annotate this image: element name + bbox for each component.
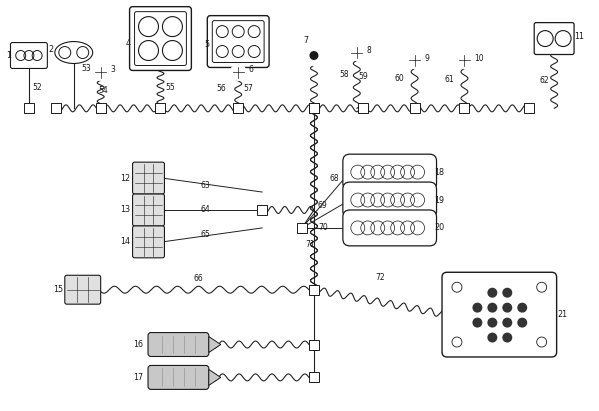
Text: 5: 5 xyxy=(204,40,209,49)
Circle shape xyxy=(488,302,497,313)
Text: 60: 60 xyxy=(395,74,404,83)
FancyBboxPatch shape xyxy=(343,154,437,190)
FancyBboxPatch shape xyxy=(132,226,165,258)
Text: 58: 58 xyxy=(339,70,349,79)
FancyBboxPatch shape xyxy=(129,7,191,70)
Circle shape xyxy=(518,302,527,313)
Text: 10: 10 xyxy=(474,54,484,63)
FancyBboxPatch shape xyxy=(534,23,574,55)
FancyBboxPatch shape xyxy=(10,43,47,69)
Text: 55: 55 xyxy=(165,83,175,92)
Bar xyxy=(233,103,243,113)
Circle shape xyxy=(473,318,482,328)
Text: 1: 1 xyxy=(6,51,11,60)
Bar xyxy=(358,103,368,113)
Circle shape xyxy=(503,332,512,342)
Circle shape xyxy=(503,288,512,298)
Text: 7: 7 xyxy=(304,36,309,45)
Circle shape xyxy=(488,288,497,298)
Text: 8: 8 xyxy=(367,46,371,55)
FancyBboxPatch shape xyxy=(132,162,165,194)
Circle shape xyxy=(93,65,108,81)
Circle shape xyxy=(473,302,482,313)
Text: 66: 66 xyxy=(193,274,203,283)
FancyBboxPatch shape xyxy=(442,272,556,357)
Text: 53: 53 xyxy=(81,64,90,73)
Text: 68: 68 xyxy=(330,173,340,182)
Bar xyxy=(309,339,319,349)
Bar xyxy=(51,103,61,113)
Text: 57: 57 xyxy=(243,84,253,93)
Circle shape xyxy=(310,51,319,60)
Text: 65: 65 xyxy=(200,231,210,239)
Circle shape xyxy=(407,53,422,69)
Text: 21: 21 xyxy=(557,310,567,319)
FancyBboxPatch shape xyxy=(132,194,165,226)
FancyBboxPatch shape xyxy=(148,365,209,389)
Bar xyxy=(309,372,319,382)
Text: 72: 72 xyxy=(376,273,385,282)
Text: 64: 64 xyxy=(200,206,210,215)
Bar xyxy=(524,103,534,113)
Bar xyxy=(156,103,165,113)
FancyBboxPatch shape xyxy=(212,21,264,62)
Bar xyxy=(410,103,419,113)
Text: 12: 12 xyxy=(120,173,131,182)
Text: 52: 52 xyxy=(32,83,41,92)
FancyBboxPatch shape xyxy=(135,12,186,65)
Text: 17: 17 xyxy=(134,373,144,382)
Text: 6: 6 xyxy=(248,65,253,74)
Bar xyxy=(309,285,319,295)
Bar xyxy=(309,103,319,113)
Ellipse shape xyxy=(55,42,93,63)
FancyBboxPatch shape xyxy=(343,182,437,218)
Text: 15: 15 xyxy=(53,285,63,294)
Text: 62: 62 xyxy=(540,76,549,85)
FancyBboxPatch shape xyxy=(207,16,269,67)
Bar xyxy=(297,223,307,233)
Text: 56: 56 xyxy=(216,84,226,93)
Text: 54: 54 xyxy=(99,86,108,95)
Bar xyxy=(459,103,470,113)
Text: 14: 14 xyxy=(120,238,131,246)
FancyBboxPatch shape xyxy=(148,332,209,356)
Bar xyxy=(309,103,319,113)
Text: 16: 16 xyxy=(134,340,144,349)
Text: 70: 70 xyxy=(318,224,328,233)
Polygon shape xyxy=(209,337,221,353)
Text: 18: 18 xyxy=(434,168,444,177)
Circle shape xyxy=(488,332,497,342)
FancyBboxPatch shape xyxy=(343,210,437,246)
Text: 71: 71 xyxy=(305,240,314,249)
Text: 61: 61 xyxy=(444,76,454,84)
Bar xyxy=(96,103,105,113)
Circle shape xyxy=(503,318,512,328)
Text: 4: 4 xyxy=(126,39,131,48)
Text: 2: 2 xyxy=(49,45,54,54)
Text: 19: 19 xyxy=(434,196,444,205)
Bar xyxy=(24,103,34,113)
Text: 20: 20 xyxy=(434,224,444,233)
Circle shape xyxy=(503,302,512,313)
Circle shape xyxy=(230,65,246,81)
Circle shape xyxy=(518,318,527,328)
Text: 69: 69 xyxy=(318,201,328,210)
Circle shape xyxy=(456,53,473,69)
Bar xyxy=(257,205,267,215)
Text: 13: 13 xyxy=(120,206,131,215)
Polygon shape xyxy=(209,369,221,386)
Circle shape xyxy=(488,318,497,328)
Text: 59: 59 xyxy=(359,72,368,81)
Text: 9: 9 xyxy=(425,54,429,63)
Text: 63: 63 xyxy=(200,180,210,189)
Circle shape xyxy=(349,44,365,60)
FancyBboxPatch shape xyxy=(65,275,101,304)
Text: 11: 11 xyxy=(574,32,584,41)
Text: 3: 3 xyxy=(111,65,116,74)
Circle shape xyxy=(304,46,324,65)
